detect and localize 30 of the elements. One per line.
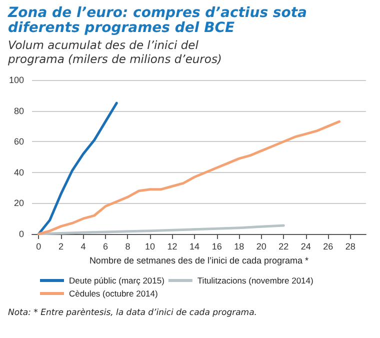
y-tick-label: 80 [14, 106, 24, 116]
text: Nota: * Entre parèntesis, la data d’inici de cada programa. [8, 308, 258, 318]
x-tick-label: 6 [102, 242, 108, 252]
x-axis-title: Nombre de setmanes des de l’inici de cada programa * [89, 256, 310, 266]
legend-label: Deute públic (març 2015) [69, 276, 165, 286]
x-tick-label: 0 [36, 242, 42, 252]
x-tick-label: 28 [345, 242, 356, 252]
line-series [37, 120, 341, 236]
y-tick-label: 60 [14, 136, 24, 147]
x-tick-label: 16 [212, 242, 222, 252]
legend-label: Cèdules (octubre 2014) [69, 288, 158, 298]
x-tick-label: 24 [300, 242, 311, 252]
x-tick-label: 8 [125, 242, 130, 252]
y-tick-label: 20 [14, 198, 24, 208]
x-tick-label: 18 [234, 242, 244, 252]
legend-label: Titulitzacions (novembre 2014) [197, 276, 314, 286]
x-tick-label: 10 [145, 242, 156, 252]
chart-subtitle: Volum acumulat des de l’inici del programa (milers de milions d’euros) [8, 38, 223, 66]
y-tick-label: 100 [8, 75, 24, 85]
x-tick-label: 2 [58, 242, 64, 252]
x-tick-label: 22 [278, 242, 289, 252]
x-tick-label: 14 [190, 242, 200, 252]
x-tick-label: 26 [323, 242, 334, 252]
y-tick-label: 40 [14, 167, 24, 178]
line-series [37, 102, 118, 236]
x-tick-label: 4 [80, 242, 86, 252]
y-tick-label: 0 [18, 229, 24, 239]
x-tick-label: 20 [256, 242, 266, 252]
chart-title: Zona de l’euro: compres d’actius sota diferents programes del BCE [8, 5, 308, 36]
x-tick-label: 12 [167, 242, 178, 252]
